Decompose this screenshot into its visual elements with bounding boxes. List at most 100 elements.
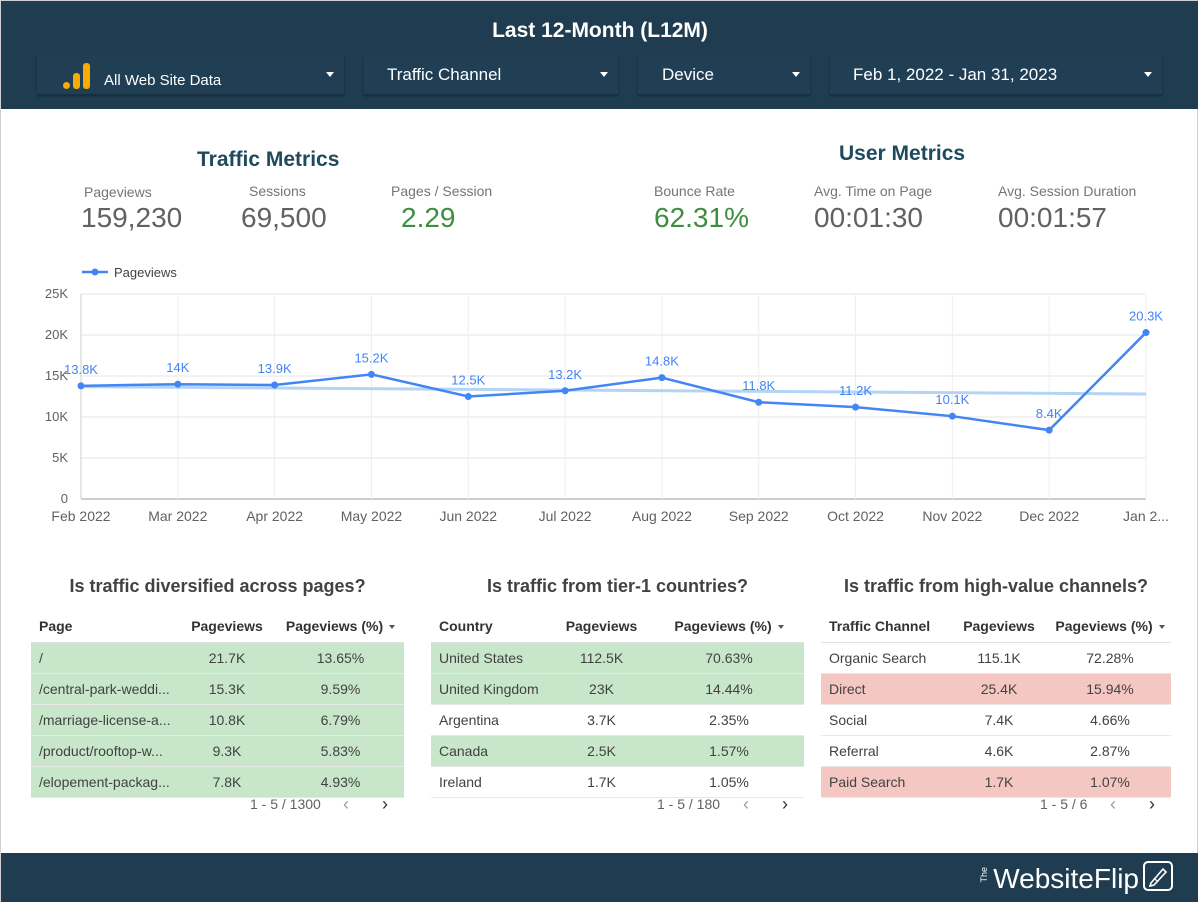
pages-per-session-value: 2.29 bbox=[401, 202, 456, 233]
device-filter-label: Device bbox=[662, 65, 714, 84]
channel-filter[interactable]: Traffic Channel bbox=[364, 55, 618, 95]
x-tick-label: Jun 2022 bbox=[439, 508, 497, 524]
column-header-pageviews-pct[interactable]: Pageviews (%) bbox=[1049, 610, 1171, 643]
column-header-country[interactable]: Country bbox=[431, 610, 549, 643]
cell-pageviews: 23K bbox=[549, 673, 654, 705]
bounce-rate-value: 62.31% bbox=[654, 202, 749, 233]
account-selector[interactable]: All Web Site Data bbox=[37, 55, 344, 95]
table-row[interactable]: Referral 4.6K 2.87% bbox=[821, 735, 1171, 767]
table-row[interactable]: /central-park-weddi... 15.3K 9.59% bbox=[31, 673, 404, 705]
cell-channel: Direct bbox=[821, 673, 949, 705]
y-tick-label: 0 bbox=[61, 491, 68, 506]
x-tick-label: Dec 2022 bbox=[1019, 508, 1079, 524]
prev-page-icon[interactable]: ‹ bbox=[1110, 794, 1116, 814]
cell-pageviews-pct: 13.65% bbox=[277, 642, 404, 674]
prev-page-icon[interactable]: ‹ bbox=[343, 794, 349, 814]
column-header-pageviews[interactable]: Pageviews bbox=[549, 610, 654, 643]
data-point bbox=[852, 403, 860, 411]
data-point bbox=[1045, 426, 1053, 434]
data-point bbox=[658, 374, 666, 382]
data-label: 13.9K bbox=[258, 361, 292, 376]
cell-pageviews: 21.7K bbox=[177, 642, 277, 674]
chevron-down-icon bbox=[326, 72, 334, 77]
legend-label: Pageviews bbox=[114, 265, 177, 280]
footer-bar: The WebsiteFlip bbox=[1, 853, 1198, 902]
column-header-pageviews[interactable]: Pageviews bbox=[949, 610, 1049, 643]
sessions-value: 69,500 bbox=[241, 202, 327, 233]
cell-pageviews: 2.5K bbox=[549, 735, 654, 767]
cell-pageviews: 4.6K bbox=[949, 735, 1049, 767]
column-header-pageviews-pct[interactable]: Pageviews (%) bbox=[277, 610, 404, 643]
countries-table-title: Is traffic from tier-1 countries? bbox=[486, 576, 749, 596]
data-point bbox=[271, 381, 279, 389]
column-header-traffic-channel[interactable]: Traffic Channel bbox=[821, 610, 949, 643]
cell-pageviews-pct: 70.63% bbox=[654, 642, 804, 674]
brand-prefix: The bbox=[979, 867, 989, 883]
data-label: 10.1K bbox=[935, 392, 969, 407]
cell-pageviews-pct: 14.44% bbox=[654, 673, 804, 705]
series-line bbox=[80, 331, 1147, 432]
pageviews-value: 159,230 bbox=[81, 202, 183, 233]
next-page-icon[interactable]: › bbox=[1149, 794, 1155, 814]
channels-table-title: Is traffic from high-value channels? bbox=[843, 576, 1149, 596]
analytics-logo-icon bbox=[63, 61, 91, 89]
channel-filter-label: Traffic Channel bbox=[387, 65, 502, 84]
data-point bbox=[367, 370, 375, 378]
table-row[interactable]: Social 7.4K 4.66% bbox=[821, 704, 1171, 736]
sessions-label: Sessions bbox=[249, 183, 306, 199]
cell-pageviews: 1.7K bbox=[949, 766, 1049, 798]
date-range-picker[interactable]: Feb 1, 2022 - Jan 31, 2023 bbox=[830, 55, 1162, 95]
next-page-icon[interactable]: › bbox=[382, 794, 388, 814]
x-tick-label: Mar 2022 bbox=[148, 508, 207, 524]
chart-canvas: 0 5K 10K 15K 20K 25K Feb 2022 Mar 2022 Apr 2022 M… bbox=[45, 265, 1169, 524]
avg-session-duration-label: Avg. Session Duration bbox=[998, 183, 1137, 199]
traffic-metrics-title: Traffic Metrics bbox=[197, 148, 340, 171]
pages-table: Page Pageviews Pageviews (%) /21.7K 13.65… bbox=[31, 610, 404, 798]
cell-pageviews: 9.3K bbox=[177, 735, 277, 767]
date-range-label: Feb 1, 2022 - Jan 31, 2023 bbox=[853, 65, 1058, 84]
cell-pageviews-pct: 2.87% bbox=[1049, 735, 1171, 767]
data-label: 15.2K bbox=[354, 350, 388, 365]
table-row[interactable]: /elopement-packag... 7.8K 4.93% bbox=[31, 766, 404, 798]
y-tick-label: 10K bbox=[45, 409, 68, 424]
y-tick-label: 5K bbox=[52, 450, 68, 465]
countries-table: Country Pageviews Pageviews (%) United S… bbox=[431, 610, 804, 798]
table-row[interactable]: Ireland 1.7K 1.05% bbox=[431, 766, 804, 798]
cell-page: /marriage-license-a... bbox=[31, 704, 177, 736]
cell-pageviews: 115.1K bbox=[949, 642, 1049, 674]
cell-country: Argentina bbox=[431, 704, 549, 736]
table-row[interactable]: Direct 25.4K 15.94% bbox=[821, 673, 1171, 705]
next-page-icon[interactable]: › bbox=[782, 794, 788, 814]
x-tick-label: Sep 2022 bbox=[729, 508, 789, 524]
cell-page: / bbox=[31, 642, 177, 674]
column-header-page[interactable]: Page bbox=[31, 610, 177, 643]
data-point bbox=[174, 380, 182, 388]
table-row[interactable]: /product/rooftop-w... 9.3K 5.83% bbox=[31, 735, 404, 767]
table-row[interactable]: Argentina 3.7K 2.35% bbox=[431, 704, 804, 736]
column-header-pageviews[interactable]: Pageviews bbox=[177, 610, 277, 643]
x-tick-label: Feb 2022 bbox=[51, 508, 110, 524]
cell-pageviews: 1.7K bbox=[549, 766, 654, 798]
header-bar: Last 12-Month (L12M) All Web Site Data T… bbox=[1, 1, 1198, 109]
table-row[interactable]: United Kingdom 23K 14.44% bbox=[431, 673, 804, 705]
table-header-row: Page Pageviews Pageviews (%) bbox=[31, 610, 404, 643]
cell-pageviews-pct: 15.94% bbox=[1049, 673, 1171, 705]
column-header-label: Pageviews (%) bbox=[285, 617, 384, 634]
data-label: 14K bbox=[166, 360, 189, 375]
table-row[interactable]: /21.7K 13.65% bbox=[31, 642, 404, 674]
prev-page-icon[interactable]: ‹ bbox=[743, 794, 749, 814]
device-filter[interactable]: Device bbox=[638, 55, 810, 95]
table-row[interactable]: Organic Search 115.1K 72.28% bbox=[821, 642, 1171, 674]
chevron-down-icon bbox=[1144, 72, 1152, 77]
legend-marker bbox=[91, 268, 99, 276]
table-row[interactable]: United States 112.5K 70.63% bbox=[431, 642, 804, 674]
x-tick-label: Jul 2022 bbox=[539, 508, 592, 524]
column-header-pageviews-pct[interactable]: Pageviews (%) bbox=[654, 610, 804, 643]
table-row[interactable]: Paid Search 1.7K 1.07% bbox=[821, 766, 1171, 798]
cell-pageviews-pct: 4.66% bbox=[1049, 704, 1171, 736]
table-row[interactable]: /marriage-license-a... 10.8K 6.79% bbox=[31, 704, 404, 736]
table-row[interactable]: Canada 2.5K 1.57% bbox=[431, 735, 804, 767]
cell-pageviews: 7.8K bbox=[177, 766, 277, 798]
trend-line bbox=[80, 385, 1147, 396]
